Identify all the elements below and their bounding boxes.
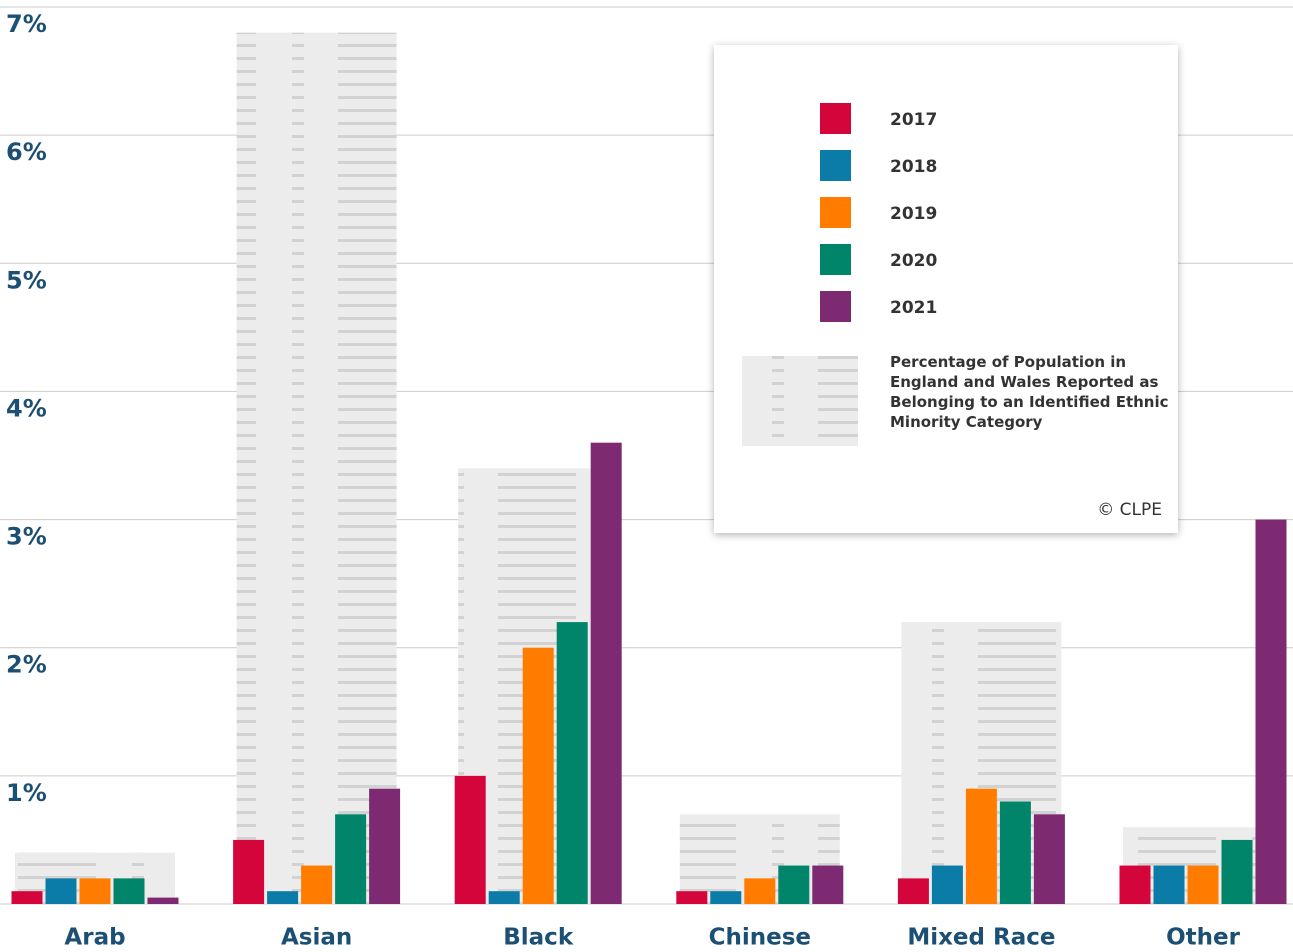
legend: Percentage of Population in England and … [714,45,1178,533]
bar [710,891,742,904]
bar [1033,814,1065,904]
legend-description: Percentage of Population in England and … [890,353,1169,431]
bar [1221,839,1253,904]
bar [1187,865,1219,904]
legend-label: 2020 [890,251,937,271]
bar [147,897,179,904]
bar [45,878,77,904]
y-tick-label: 7% [6,10,47,38]
legend-swatch [820,291,851,322]
bar [522,647,554,904]
x-tick-label: Other [1166,925,1241,951]
legend-swatch [820,197,851,228]
bar [236,32,397,905]
bar [812,865,844,904]
bar [488,891,520,904]
bar [1255,519,1287,904]
bar [233,839,265,904]
legend-description-text: Percentage of Population in England and … [890,353,1169,431]
bar [1119,865,1151,904]
bar [778,865,810,904]
y-tick-label: 3% [6,523,47,551]
bar [999,801,1031,904]
x-tick-label: Asian [281,925,352,951]
x-tick-label: Chinese [709,925,811,951]
y-tick-label: 2% [6,651,47,679]
bar [454,775,486,904]
legend-swatch [820,103,851,134]
y-tick-label: 1% [6,779,47,807]
bar [556,622,588,904]
y-tick-label: 4% [6,394,47,422]
legend-label: 2017 [890,110,937,130]
bar [931,865,963,904]
legend-box [714,45,1178,533]
bar [79,878,111,904]
legend-label: 2021 [890,298,937,318]
credit: © CLPE [1097,500,1162,520]
bar [897,878,929,904]
bar [744,878,776,904]
bar [11,891,43,904]
legend-swatch [820,150,851,181]
bar [301,865,333,904]
bar-layer: Arab Asian Black Chinese Mixed Race Other [11,442,1287,951]
legend-label: 2019 [890,204,937,224]
bar [335,814,367,904]
legend-label: 2018 [890,157,937,177]
legend-swatch-background [742,356,858,446]
bar [1153,865,1185,904]
bar [113,878,145,904]
bar [965,788,997,904]
x-tick-label: Arab [64,925,125,951]
bar [369,788,401,904]
x-tick-label: Mixed Race [907,925,1055,951]
legend-swatch [820,244,851,275]
y-tick-label: 6% [6,138,47,166]
y-tick-label: 5% [6,266,47,294]
bar [676,891,708,904]
bar [590,442,622,904]
bar [267,891,299,904]
x-tick-label: Black [503,925,574,951]
